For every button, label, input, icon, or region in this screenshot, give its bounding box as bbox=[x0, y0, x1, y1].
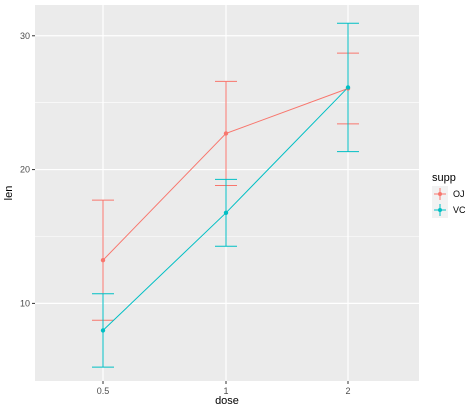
point-oj bbox=[100, 257, 106, 263]
x-tick-label: 1 bbox=[223, 386, 228, 396]
y-tick-label: 20 bbox=[20, 165, 30, 175]
legend: supp OJ VC bbox=[432, 172, 466, 218]
y-axis: 10 20 30 bbox=[20, 31, 35, 308]
legend-label-vc: VC bbox=[453, 205, 466, 215]
legend-label-oj: OJ bbox=[453, 189, 465, 199]
point-vc bbox=[223, 210, 229, 216]
plot-panel bbox=[35, 5, 419, 381]
point-vc bbox=[345, 85, 351, 90]
series-points bbox=[100, 85, 351, 333]
y-tick-label: 10 bbox=[20, 298, 30, 308]
y-tick-label: 30 bbox=[20, 31, 30, 41]
legend-title: supp bbox=[432, 172, 456, 184]
x-tick-label: 2 bbox=[345, 386, 350, 396]
y-axis-title: len bbox=[3, 186, 15, 201]
legend-point-oj bbox=[438, 192, 442, 196]
legend-point-vc bbox=[438, 208, 442, 212]
x-axis-title: dose bbox=[215, 395, 239, 407]
x-axis: 0.5 1 2 bbox=[97, 381, 351, 396]
x-tick-label: 0.5 bbox=[97, 386, 110, 396]
point-oj bbox=[223, 131, 229, 136]
point-vc bbox=[100, 328, 106, 333]
